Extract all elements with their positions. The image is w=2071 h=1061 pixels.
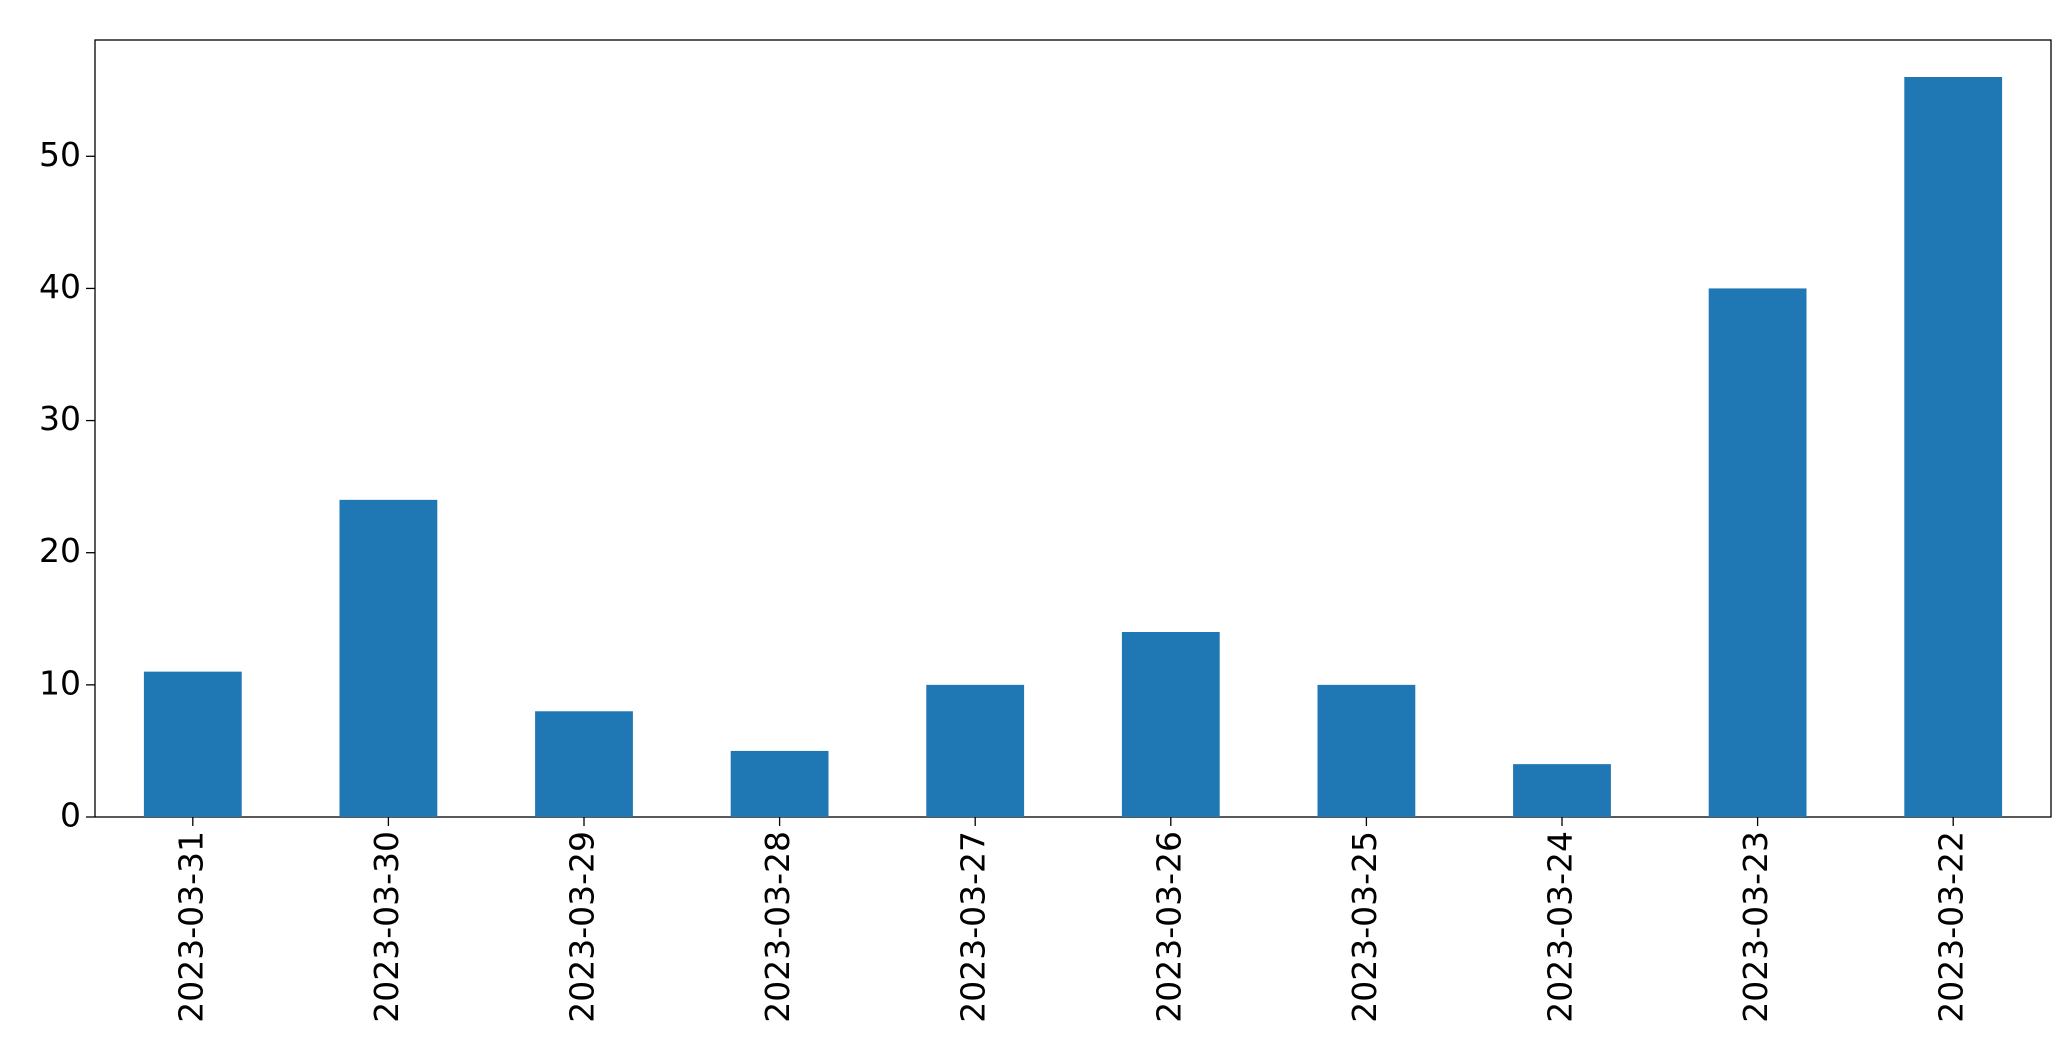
y-tick-label: 40 <box>39 267 81 306</box>
x-tick-label: 2023-03-23 <box>1736 831 1775 1023</box>
axes-frame <box>94 39 2052 818</box>
y-tick-label: 30 <box>39 399 81 438</box>
y-tick-label: 10 <box>39 663 81 702</box>
x-tick-label: 2023-03-26 <box>1149 831 1188 1023</box>
x-tick-label: 2023-03-30 <box>367 831 406 1023</box>
bar <box>143 671 242 817</box>
y-tick-label: 20 <box>39 531 81 570</box>
x-tick-label: 2023-03-27 <box>954 831 993 1023</box>
bar <box>926 684 1025 817</box>
bar <box>535 711 633 817</box>
y-tick-label: 50 <box>39 135 81 174</box>
bar <box>1317 684 1416 817</box>
x-tick-label: 2023-03-31 <box>171 831 210 1023</box>
bar <box>1513 764 1611 817</box>
bar <box>1708 288 1807 817</box>
x-tick-label: 2023-03-28 <box>758 831 797 1023</box>
x-tick-label: 2023-03-25 <box>1345 831 1384 1023</box>
bar <box>1121 632 1220 817</box>
x-tick-label: 2023-03-29 <box>563 831 602 1023</box>
bar <box>339 499 438 817</box>
y-tick-label: 0 <box>60 796 81 835</box>
x-tick-label: 2023-03-22 <box>1932 831 1971 1023</box>
x-tick-label: 2023-03-24 <box>1541 831 1580 1023</box>
bar <box>730 750 829 817</box>
bar <box>1904 77 2003 817</box>
